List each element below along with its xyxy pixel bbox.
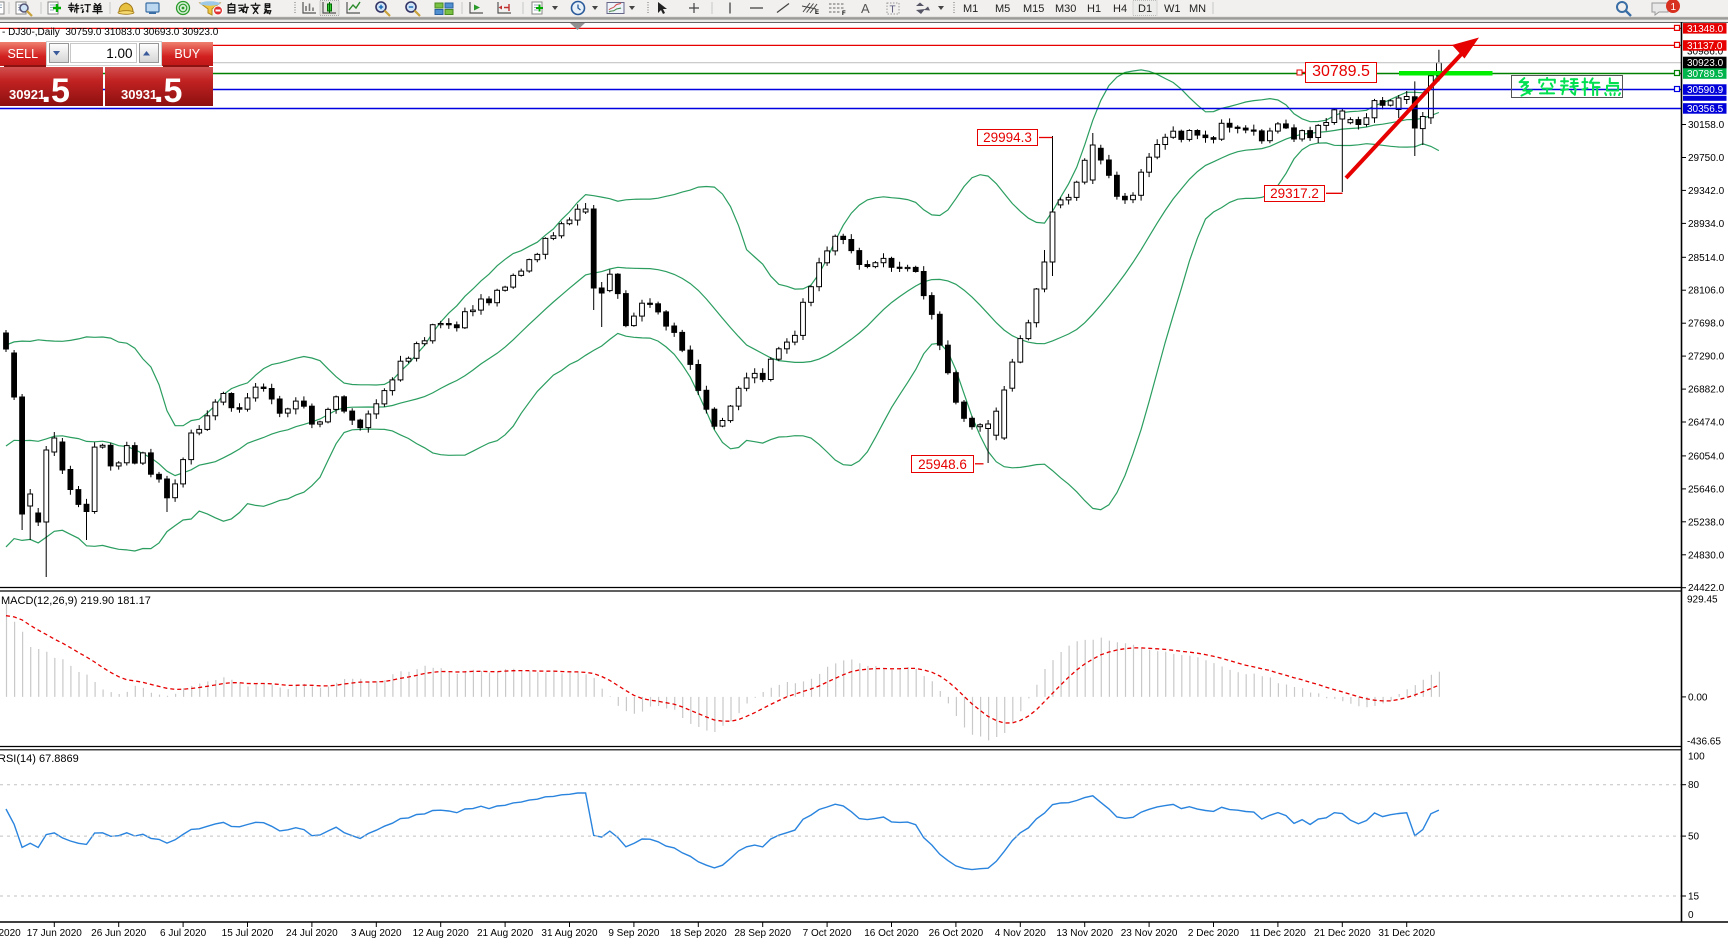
svg-text:18 Sep 2020: 18 Sep 2020 [670,928,727,939]
svg-text:31137.0: 31137.0 [1687,41,1723,52]
svg-text:30986.0: 30986.0 [1687,47,1724,58]
svg-text:8 Jun 2020: 8 Jun 2020 [0,928,21,939]
svg-text:M1: M1 [963,3,978,15]
svg-text:0: 0 [1688,910,1694,921]
svg-text:H1: H1 [1087,3,1101,15]
svg-text:28106.0: 28106.0 [1688,286,1725,297]
svg-text:21 Dec 2020: 21 Dec 2020 [1314,928,1371,939]
svg-text:4 Nov 2020: 4 Nov 2020 [995,928,1047,939]
svg-text:1: 1 [1671,2,1677,13]
svg-text:2 Dec 2020: 2 Dec 2020 [1188,928,1240,939]
svg-text:26474.0: 26474.0 [1688,418,1725,429]
svg-text:16 Oct 2020: 16 Oct 2020 [864,928,919,939]
svg-text:M15: M15 [1023,3,1044,15]
svg-text:11 Dec 2020: 11 Dec 2020 [1250,928,1306,939]
svg-text:7 Oct 2020: 7 Oct 2020 [803,928,852,939]
svg-text:24422.0: 24422.0 [1688,583,1725,594]
svg-text:28514.0: 28514.0 [1688,253,1725,264]
svg-text:30158.0: 30158.0 [1688,120,1725,131]
svg-text:21 Aug 2020: 21 Aug 2020 [477,928,534,939]
svg-text:H4: H4 [1113,3,1127,15]
svg-text:28 Sep 2020: 28 Sep 2020 [734,928,791,939]
svg-text:13 Nov 2020: 13 Nov 2020 [1056,928,1113,939]
svg-text:15: 15 [1688,892,1700,903]
svg-text:28934.0: 28934.0 [1688,219,1725,230]
svg-text:100: 100 [1688,752,1705,763]
svg-text:26 Jun 2020: 26 Jun 2020 [91,928,146,939]
svg-text:31348.0: 31348.0 [1687,24,1724,35]
svg-text:26 Oct 2020: 26 Oct 2020 [929,928,984,939]
svg-text:30590.9: 30590.9 [1687,85,1724,96]
svg-text:W1: W1 [1164,3,1181,15]
svg-text:24 Jul 2020: 24 Jul 2020 [286,928,338,939]
svg-text:29750.0: 29750.0 [1688,153,1725,164]
svg-text:A: A [861,1,870,16]
svg-text:26054.0: 26054.0 [1688,451,1725,462]
svg-text:15 Jul 2020: 15 Jul 2020 [222,928,274,939]
svg-text:-436.65: -436.65 [1687,737,1721,748]
svg-text:M30: M30 [1055,3,1076,15]
svg-text:25646.0: 25646.0 [1688,484,1725,495]
svg-text:31 Aug 2020: 31 Aug 2020 [541,928,598,939]
svg-text:M5: M5 [995,3,1010,15]
svg-text:12 Aug 2020: 12 Aug 2020 [413,928,470,939]
svg-text:29342.0: 29342.0 [1688,186,1725,197]
svg-text:30356.5: 30356.5 [1687,104,1724,115]
svg-text:27290.0: 27290.0 [1688,352,1725,363]
svg-text:25238.0: 25238.0 [1688,517,1725,528]
svg-text:17 Jun 2020: 17 Jun 2020 [27,928,82,939]
svg-text:F: F [842,11,846,17]
svg-text:6 Jul 2020: 6 Jul 2020 [160,928,207,939]
svg-text:23 Nov 2020: 23 Nov 2020 [1121,928,1178,939]
svg-text:30923.0: 30923.0 [1687,58,1724,69]
svg-text:3 Aug 2020: 3 Aug 2020 [351,928,402,939]
svg-text:24830.0: 24830.0 [1688,550,1725,561]
svg-text:27698.0: 27698.0 [1688,319,1725,330]
svg-text:50: 50 [1688,832,1700,843]
svg-text:929.45: 929.45 [1687,595,1718,606]
svg-text:MN: MN [1189,3,1206,15]
svg-text:9 Sep 2020: 9 Sep 2020 [608,928,660,939]
svg-text:D1: D1 [1138,3,1152,15]
svg-text:80: 80 [1688,780,1700,791]
svg-text:30789.5: 30789.5 [1687,69,1724,80]
svg-text:T: T [890,5,896,16]
svg-text:31 Dec 2020: 31 Dec 2020 [1378,928,1435,939]
svg-text:26882.0: 26882.0 [1688,385,1725,396]
svg-text:0.00: 0.00 [1688,692,1708,703]
svg-text:E: E [815,10,819,16]
